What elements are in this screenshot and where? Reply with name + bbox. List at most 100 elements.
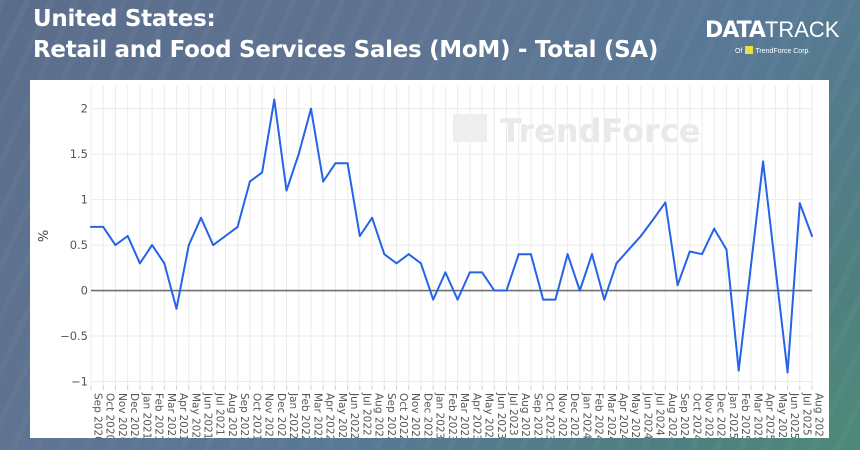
data-point [786, 371, 789, 374]
data-point [554, 298, 557, 301]
data-point [90, 225, 92, 228]
x-tick-label: Dec 2024 [715, 393, 727, 438]
x-tick-label: Apr 2021 [177, 393, 189, 438]
line-chart: TrendForce −1−0.500.511.52 Sep 2020 Oct 2… [37, 86, 825, 445]
data-point [346, 162, 349, 165]
x-tick-label: Nov 2022 [409, 393, 421, 438]
x-tick-label: Apr 2023 [470, 393, 482, 438]
y-axis-label: % [37, 230, 52, 242]
x-tick-label: Jul 2022 [360, 392, 372, 436]
x-tick-label: Jun 2023 [495, 392, 507, 438]
x-tick-label: Dec 2022 [421, 393, 433, 438]
data-point [737, 369, 740, 372]
x-axis-ticks: Sep 2020 Oct 2020 Nov 2020 Dec 2020 Jan 2021… [90, 386, 825, 445]
logo-subtitle: Of TrendForce Corp. [735, 46, 810, 55]
x-tick-label: Mar 2024 [605, 393, 617, 438]
x-tick-label: Dec 2020 [128, 393, 140, 438]
y-tick-label: 1.5 [70, 147, 88, 161]
x-tick-label: Oct 2023 [544, 393, 556, 438]
x-tick-label: Sep 2022 [385, 393, 397, 438]
data-point [639, 235, 642, 237]
datatrack-logo: DATATRACK Of TrendForce Corp. [705, 18, 839, 58]
data-point [432, 298, 435, 301]
x-tick-label: Nov 2021 [263, 393, 275, 438]
x-tick-label: Jan 2025 [727, 392, 739, 438]
y-axis-ticks: −1 −0.5 0 0.5 1 1.5 2 [60, 102, 88, 389]
data-point [456, 298, 459, 301]
x-tick-label: Nov 2024 [703, 393, 715, 438]
data-point [493, 289, 496, 292]
series-group [90, 98, 813, 374]
x-tick-label: Jun 2024 [641, 392, 653, 438]
x-tick-label: Jan 2023 [434, 392, 446, 438]
logo-brand-light: TRACK [764, 17, 840, 42]
x-tick-label: Sep 2021 [238, 393, 250, 438]
x-tick-label: Jul 2025 [800, 392, 812, 436]
logo-wordmark: DATATRACK [705, 18, 839, 43]
data-point [603, 298, 606, 301]
x-tick-label: Oct 2021 [250, 393, 262, 438]
x-tick-label: Oct 2022 [397, 393, 409, 438]
data-point [725, 248, 728, 251]
logo-sub-prefix: Of [735, 48, 743, 55]
data-point [529, 253, 532, 256]
x-tick-label: Jul 2023 [507, 392, 519, 436]
data-point [664, 201, 667, 204]
y-tick-label: 0.5 [70, 238, 88, 252]
x-tick-label: Feb 2024 [593, 393, 605, 438]
data-point [517, 253, 520, 256]
data-point [248, 180, 251, 183]
data-point [444, 271, 447, 274]
x-tick-label: Aug 2022 [373, 393, 385, 438]
data-point [701, 253, 704, 256]
data-point [419, 262, 422, 265]
grid [90, 86, 813, 386]
data-point [811, 235, 813, 237]
data-point [652, 218, 655, 221]
data-point [212, 244, 215, 247]
x-tick-label: May 2023 [483, 393, 495, 438]
y-tick-label: 0 [81, 284, 88, 298]
data-point [163, 262, 166, 265]
data-point [407, 253, 410, 256]
x-tick-label: Mar 2023 [458, 393, 470, 438]
x-tick-label: Nov 2023 [556, 393, 568, 438]
x-tick-label: Jan 2022 [287, 392, 299, 438]
data-point [102, 225, 105, 228]
watermark-logo-icon [453, 114, 487, 142]
title-line-1: United States: [33, 6, 216, 32]
x-tick-label: Apr 2025 [764, 393, 776, 438]
data-point [273, 98, 276, 101]
data-point [798, 202, 801, 205]
data-point [713, 227, 716, 230]
logo-brand-bold: DATA [705, 18, 766, 43]
x-tick-label: Jan 2024 [580, 392, 592, 438]
x-tick-label: Jun 2021 [201, 392, 213, 438]
y-tick-label: −0.5 [60, 329, 88, 343]
data-point [285, 189, 288, 192]
data-point [138, 262, 141, 265]
x-tick-label: Mar 2025 [751, 393, 763, 438]
data-point [309, 107, 312, 110]
data-point [542, 298, 545, 301]
x-tick-label: Feb 2025 [739, 393, 751, 438]
x-tick-label: Feb 2021 [153, 393, 165, 438]
x-tick-label: May 2021 [189, 393, 201, 438]
x-tick-label: Jul 2021 [214, 392, 226, 436]
data-point [334, 162, 337, 165]
page-title: United States: Retail and Food Services … [33, 4, 658, 66]
x-tick-label: Apr 2024 [617, 393, 629, 438]
x-tick-label: May 2025 [776, 393, 788, 438]
data-point [749, 265, 752, 267]
x-tick-label: May 2024 [629, 393, 641, 438]
x-tick-label: Mar 2022 [311, 393, 323, 438]
x-tick-label: Jul 2024 [654, 392, 666, 436]
chart-panel: TrendForce −1 −0.5 0 0.5 1 1.5 2 Sep 2020 Oct 2… [30, 80, 829, 445]
x-tick-label: Aug 2024 [666, 393, 678, 438]
data-point [175, 307, 178, 310]
x-tick-label: Feb 2023 [446, 393, 458, 438]
data-point [199, 216, 202, 219]
watermark: TrendForce [453, 112, 700, 150]
data-point [591, 253, 594, 256]
data-point [187, 244, 190, 247]
